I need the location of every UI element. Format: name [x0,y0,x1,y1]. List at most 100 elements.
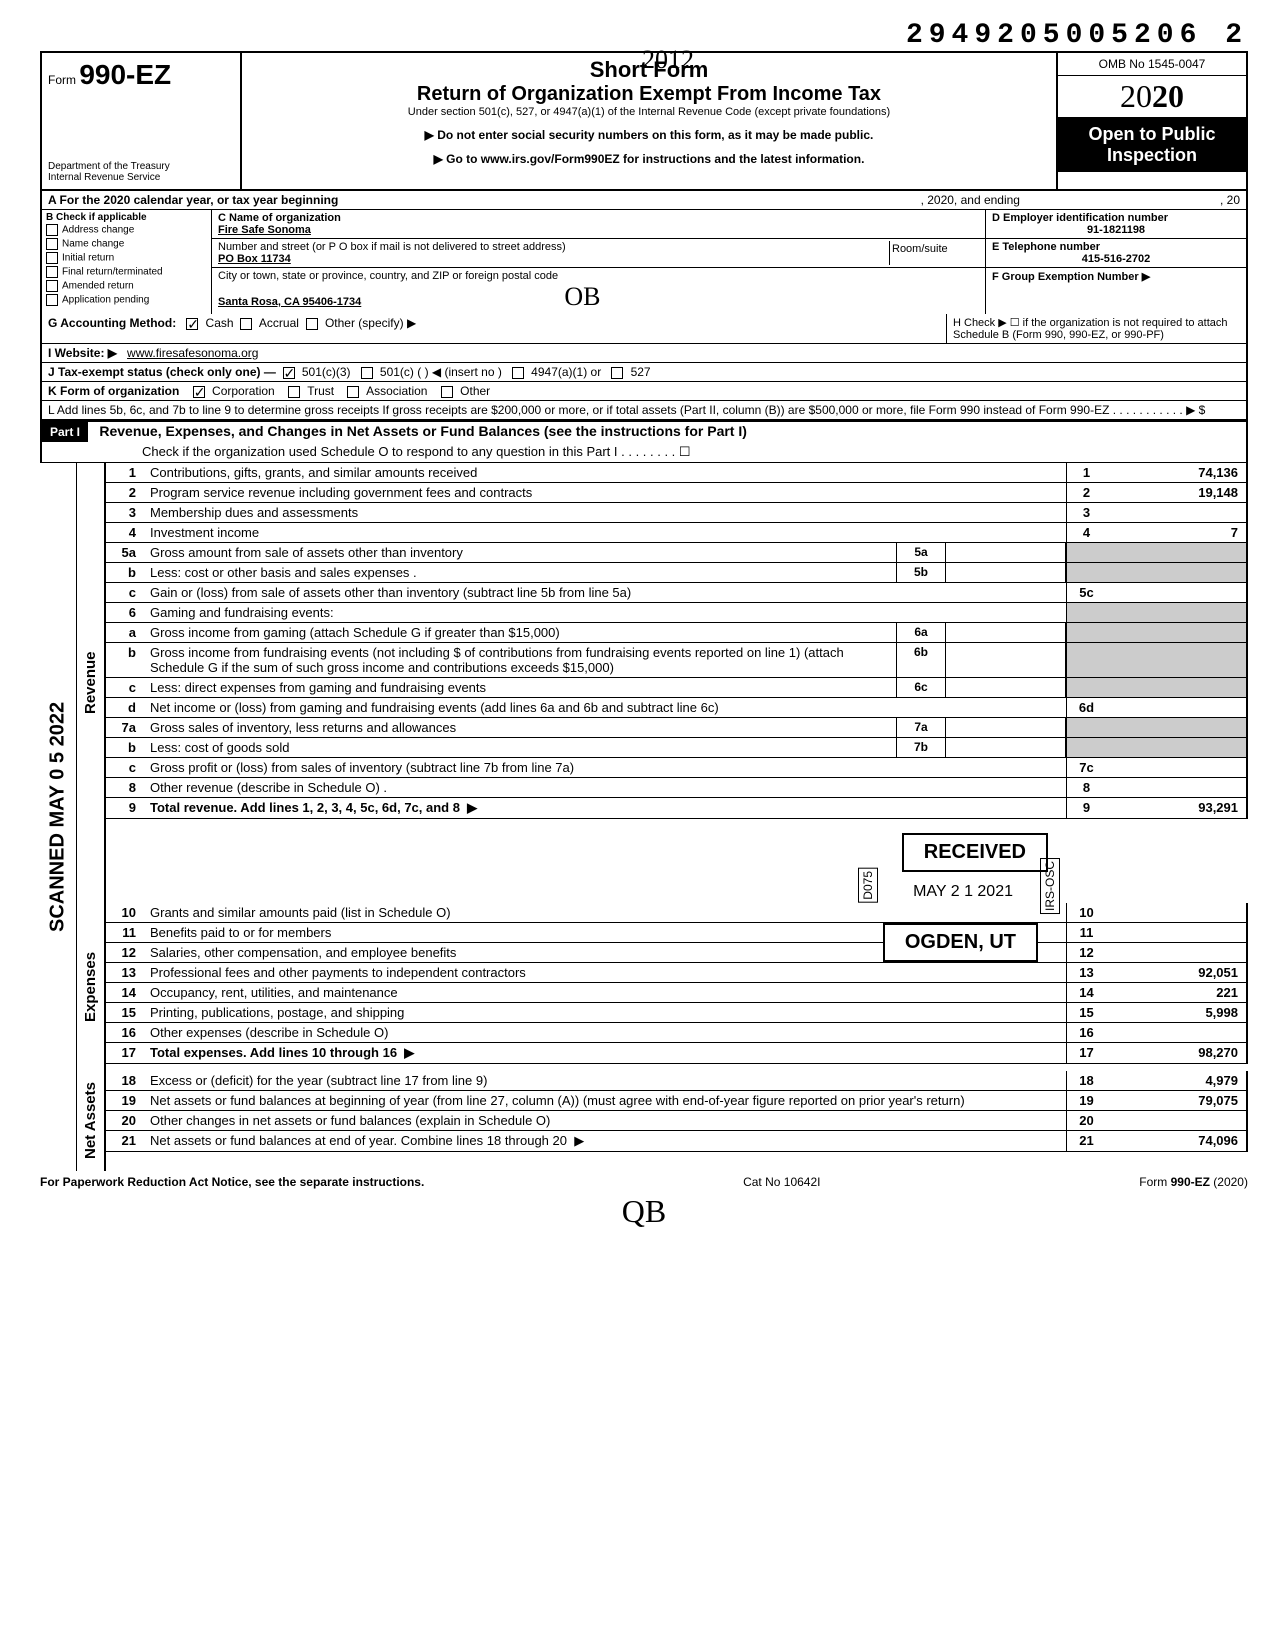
tax-year: 2020 [1058,76,1246,118]
footer: For Paperwork Reduction Act Notice, see … [40,1171,1248,1193]
row-k: K Form of organization Corporation Trust… [40,382,1248,401]
line-a: aGross income from gaming (attach Schedu… [106,623,1248,643]
ogden-stamp: OGDEN, UT [883,923,1038,962]
box-d-label: D Employer identification number [992,212,1168,224]
phone: 415-516-2702 [992,253,1240,265]
line-14: 14Occupancy, rent, utilities, and mainte… [106,983,1248,1003]
omb-number: OMB No 1545-0047 [1058,53,1246,76]
line-7a: 7aGross sales of inventory, less returns… [106,718,1248,738]
line-1: 1Contributions, gifts, grants, and simil… [106,463,1248,483]
part-1-sub: Check if the organization used Schedule … [42,442,1246,462]
checkbox-address-change[interactable]: Address change [46,223,207,237]
handwritten-year: 2012 [642,45,694,75]
row-j: J Tax-exempt status (check only one) — 5… [40,363,1248,382]
line-13: 13Professional fees and other payments t… [106,963,1248,983]
line-15: 15Printing, publications, postage, and s… [106,1003,1248,1023]
box-f-label: F Group Exemption Number ▶ [992,271,1150,283]
row-h: H Check ▶ ☐ if the organization is not r… [946,314,1246,343]
side-revenue: Revenue [76,463,106,903]
line-17: 17Total expenses. Add lines 10 through 1… [106,1043,1248,1064]
form-prefix: Form [48,73,76,87]
accounting-cash[interactable]: Cash [180,316,234,330]
row-a-tax-year: A For the 2020 calendar year, or tax yea… [40,191,1248,210]
line-4: 4Investment income47 [106,523,1248,543]
received-stamp: RECEIVED [902,833,1048,872]
checkbox-name-change[interactable]: Name change [46,237,207,251]
row-i: I Website: ▶ www.firesafesonoma.org [40,344,1248,363]
org-city: Santa Rosa, CA 95406-1734 [218,296,361,308]
footer-left: For Paperwork Reduction Act Notice, see … [40,1175,424,1189]
ein: 91-1821198 [992,224,1240,236]
part-1-header: Part I Revenue, Expenses, and Changes in… [40,421,1248,463]
accounting-other[interactable]: Other (specify) ▶ [299,316,416,330]
line-19: 19Net assets or fund balances at beginni… [106,1091,1248,1111]
org-form-trust[interactable]: Trust [285,384,344,398]
row-a-label: A For the 2020 calendar year, or tax yea… [48,193,338,207]
line-12: 12Salaries, other compensation, and empl… [106,943,1248,963]
line-d: dNet income or (loss) from gaming and fu… [106,698,1248,718]
line-3: 3Membership dues and assessments3 [106,503,1248,523]
line-c: cGain or (loss) from sale of assets othe… [106,583,1248,603]
line-18: 18Excess or (deficit) for the year (subt… [106,1071,1248,1091]
side-netassets: Net Assets [76,1071,106,1171]
city-label: City or town, state or province, country… [218,270,558,282]
line-21: 21Net assets or fund balances at end of … [106,1131,1248,1152]
checkbox-amended-return[interactable]: Amended return [46,279,207,293]
line-16: 16Other expenses (describe in Schedule O… [106,1023,1248,1043]
line-2: 2Program service revenue including gover… [106,483,1248,503]
line-c: cGross profit or (loss) from sales of in… [106,758,1248,778]
footer-mid: Cat No 10642I [743,1175,820,1189]
row-g-label: G Accounting Method: [48,316,176,330]
line-b: bLess: cost or other basis and sales exp… [106,563,1248,583]
line-b: bLess: cost of goods sold7b [106,738,1248,758]
footer-right: Form 990-EZ (2020) [1139,1175,1248,1189]
open-to-public: Open to Public Inspection [1058,118,1246,172]
form-header: Form 990-EZ Department of the Treasury I… [40,51,1248,191]
row-gh: G Accounting Method: Cash Accrual Other … [40,314,1248,344]
title-return: Return of Organization Exempt From Incom… [248,83,1050,106]
subtitle: Under section 501(c), 527, or 4947(a)(1)… [248,106,1050,118]
line-b: bGross income from fundraising events (n… [106,643,1248,678]
line-10: 10Grants and similar amounts paid (list … [106,903,1248,923]
tax-status-opt-1[interactable]: 501(c) ( ) ◀ (insert no ) [357,365,508,379]
part-1-badge: Part I [42,422,88,442]
form-number: 990-EZ [79,59,171,90]
checkbox-initial-return[interactable]: Initial return [46,251,207,265]
part-1-title: Revenue, Expenses, and Changes in Net As… [91,423,747,439]
org-form-association[interactable]: Association [344,384,437,398]
tax-status-opt-0[interactable]: 501(c)(3) [279,365,357,379]
accounting-accrual[interactable]: Accrual [234,316,299,330]
row-a-mid: , 2020, and ending [921,193,1020,207]
org-form-other[interactable]: Other [437,384,500,398]
website: www.firesafesonoma.org [127,346,258,360]
row-a-end: , 20 [1220,193,1240,207]
org-name: Fire Safe Sonoma [218,224,311,236]
box-b-header: B Check if applicable [46,212,207,223]
code-irs-osc: IRS-OSC [1040,858,1060,914]
handwritten-qb: QB [622,1193,666,1229]
code-d075: D075 [858,868,878,903]
checkbox-application-pending[interactable]: Application pending [46,293,207,307]
addr-label: Number and street (or P O box if mail is… [218,241,566,253]
handwritten-ob: OB [564,282,600,311]
scanned-stamp: SCANNED MAY 0 5 2022 [40,463,76,1171]
org-form-corporation[interactable]: Corporation [189,384,284,398]
instr-url: ▶ Go to www.irs.gov/Form990EZ for instru… [248,152,1050,166]
line-9: 9Total revenue. Add lines 1, 2, 3, 4, 5c… [106,798,1248,819]
row-l: L Add lines 5b, 6c, and 7b to line 9 to … [40,401,1248,421]
checkbox-final-return-terminated[interactable]: Final return/terminated [46,265,207,279]
side-expenses: Expenses [76,903,106,1071]
tax-status-opt-3[interactable]: 527 [608,365,657,379]
room-suite: Room/suite [889,241,979,265]
received-date: MAY 2 1 2021 [913,883,1013,901]
line-5a: 5aGross amount from sale of assets other… [106,543,1248,563]
line-11: 11Benefits paid to or for members11 [106,923,1248,943]
dept-treasury: Department of the Treasury Internal Reve… [48,161,234,183]
box-e-label: E Telephone number [992,241,1100,253]
line-6: 6Gaming and fundraising events: [106,603,1248,623]
tax-status-opt-2[interactable]: 4947(a)(1) or [509,365,608,379]
org-addr: PO Box 11734 [218,253,291,265]
box-c-label: C Name of organization [218,212,341,224]
instr-ssn: ▶ Do not enter social security numbers o… [248,128,1050,142]
line-20: 20Other changes in net assets or fund ba… [106,1111,1248,1131]
